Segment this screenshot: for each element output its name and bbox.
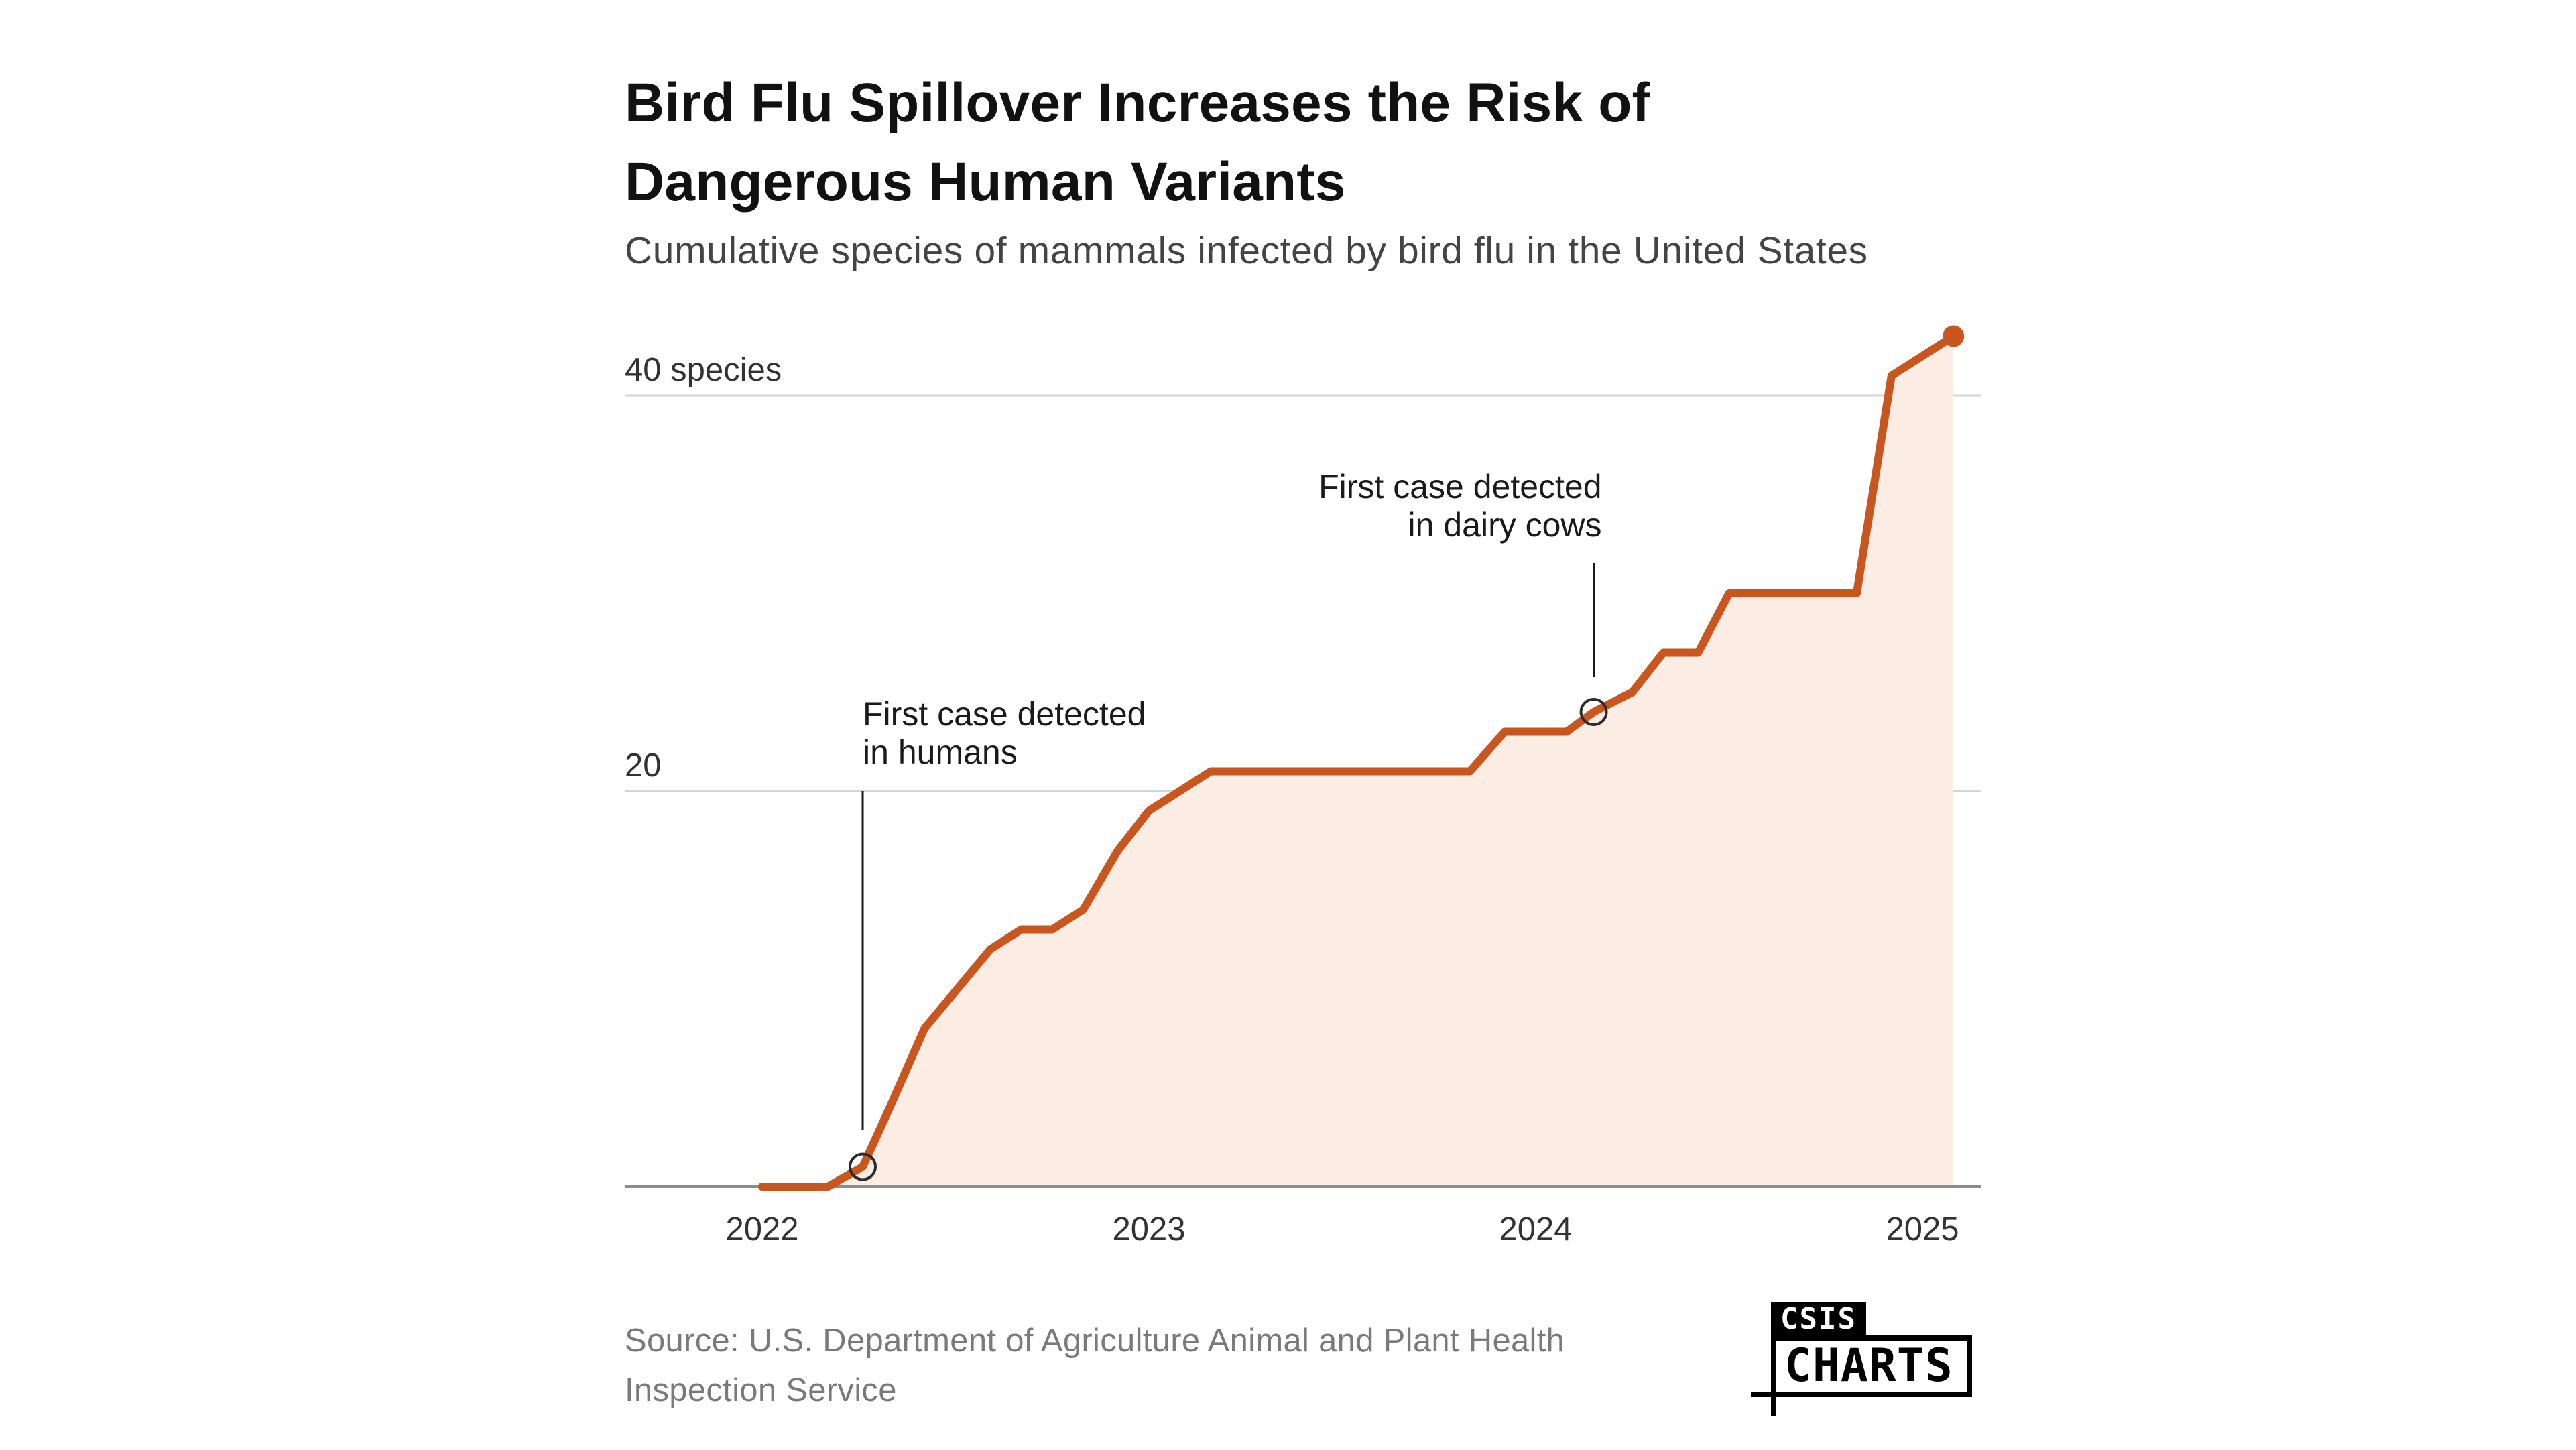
chart-title: Bird Flu Spillover Increases the Risk of… (625, 64, 2032, 222)
x-tick-label-2023: 2023 (1112, 1211, 1185, 1248)
annotation-2-line-1: First case detected (1318, 468, 1601, 505)
tick-labels: 20 40 species 2022 2023 2024 2025 (625, 352, 1959, 1248)
annotation-1-line-2: in humans (863, 733, 1018, 771)
source-note: Source: U.S. Department of Agriculture A… (625, 1316, 1798, 1415)
chart-subtitle: Cumulative species of mammals infected b… (625, 229, 1868, 272)
annotation-marker-1 (849, 1152, 877, 1181)
annotation-1-line-1: First case detected (863, 695, 1146, 733)
x-tick-label-2022: 2022 (725, 1211, 798, 1248)
source-line-1: Source: U.S. Department of Agriculture A… (625, 1323, 1565, 1359)
logo-frame (1771, 1335, 1972, 1397)
annotation-marker-2 (1579, 698, 1608, 726)
chart-title-line-2: Dangerous Human Variants (625, 152, 1346, 213)
area-layer (762, 336, 1954, 1187)
y-tick-label-20: 20 (625, 747, 662, 784)
logo-horizontal-bar (1751, 1392, 1778, 1397)
x-tick-label-2025: 2025 (1886, 1211, 1959, 1248)
series-end-point (1943, 325, 1965, 347)
series-line (758, 332, 1958, 1191)
series-area-fill (762, 336, 1954, 1187)
annotation-2-line-2: in dairy cows (1408, 506, 1602, 544)
line-layer (758, 325, 1965, 1191)
logo-top-text: CSIS (1771, 1302, 1866, 1337)
csis-charts-logo: CSIS CHARTS (1751, 1302, 1979, 1416)
y-tick-label-40: 40 species (625, 352, 782, 388)
logo-vertical-bar (1771, 1335, 1776, 1416)
title-block: Bird Flu Spillover Increases the Risk of… (625, 64, 2032, 274)
chart-title-line-1: Bird Flu Spillover Increases the Risk of (625, 72, 1651, 133)
source-line-2: Inspection Service (625, 1372, 897, 1408)
x-tick-label-2024: 2024 (1499, 1211, 1572, 1248)
logo-bottom-text: CHARTS (1784, 1339, 1953, 1392)
